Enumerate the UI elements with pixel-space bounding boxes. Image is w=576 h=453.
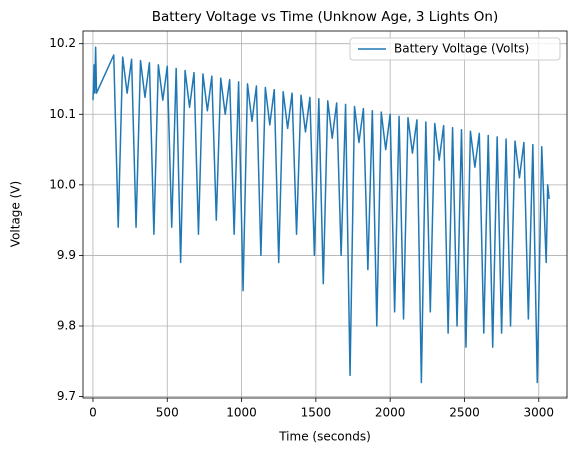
chart-title: Battery Voltage vs Time (Unknow Age, 3 L… — [152, 9, 499, 25]
data-line — [92, 46, 550, 384]
y-tick-label: 9.7 — [57, 389, 76, 403]
legend-box — [349, 37, 561, 61]
y-tick-label: 9.8 — [57, 319, 76, 333]
x-tick-label: 0 — [89, 406, 97, 420]
x-tick-label: 2500 — [449, 406, 480, 420]
x-tick-label: 1500 — [301, 406, 332, 420]
y-axis-label: Voltage (V) — [9, 181, 23, 247]
y-tick-label: 9.9 — [57, 248, 76, 262]
x-tick-label: 500 — [156, 406, 179, 420]
x-tick-label: 3000 — [523, 406, 554, 420]
y-tick-label: 10.2 — [49, 36, 76, 50]
x-axis-label: Time (seconds) — [278, 430, 371, 444]
y-tick-label: 10.0 — [49, 177, 76, 191]
plot-frame — [82, 30, 568, 399]
x-tick-label: 2000 — [375, 406, 406, 420]
legend-label: Battery Voltage (Volts) — [394, 42, 529, 56]
y-tick-label: 10.1 — [49, 107, 76, 121]
x-tick-label: 1000 — [226, 406, 257, 420]
